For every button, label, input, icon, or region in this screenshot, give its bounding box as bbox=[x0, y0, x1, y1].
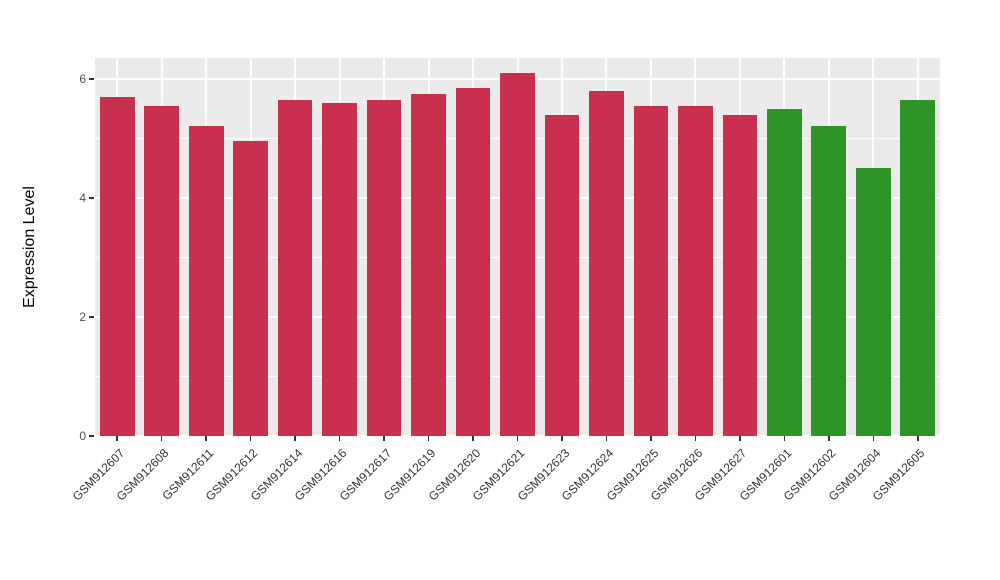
x-tick-mark bbox=[605, 436, 608, 441]
bar bbox=[900, 99, 936, 436]
y-tick-mark bbox=[89, 78, 94, 80]
x-tick-mark bbox=[427, 436, 430, 441]
x-tick-mark bbox=[650, 436, 652, 441]
plot-panel bbox=[95, 58, 940, 436]
x-tick-mark bbox=[516, 436, 519, 441]
x-tick-mark bbox=[872, 436, 875, 441]
x-tick-mark bbox=[160, 436, 163, 441]
y-tick-mark bbox=[89, 316, 94, 318]
bar bbox=[99, 96, 135, 436]
y-tick-label: 4 bbox=[79, 190, 86, 205]
x-tick-mark bbox=[249, 436, 252, 441]
x-tick-mark bbox=[205, 436, 207, 441]
x-tick-mark bbox=[116, 436, 118, 441]
bar bbox=[233, 141, 268, 436]
x-tick-mark bbox=[828, 436, 830, 441]
y-tick-label: 0 bbox=[79, 429, 86, 443]
x-tick-mark bbox=[338, 436, 341, 441]
bar bbox=[544, 114, 580, 436]
bar bbox=[589, 90, 624, 436]
bar bbox=[188, 126, 224, 436]
bar bbox=[500, 72, 535, 436]
bar bbox=[366, 99, 402, 436]
x-tick-mark bbox=[472, 436, 474, 441]
bar bbox=[277, 99, 313, 436]
bar bbox=[322, 102, 357, 436]
y-tick-mark bbox=[89, 435, 94, 437]
y-tick-mark bbox=[89, 197, 94, 199]
bar bbox=[811, 126, 847, 436]
bar bbox=[411, 93, 446, 436]
bar bbox=[144, 105, 180, 436]
x-tick-mark bbox=[294, 436, 296, 441]
bar bbox=[722, 114, 758, 436]
bar bbox=[766, 108, 802, 436]
bar bbox=[455, 87, 491, 436]
x-tick-mark bbox=[917, 436, 919, 441]
bar bbox=[855, 168, 891, 436]
bar bbox=[633, 105, 669, 436]
x-tick-mark bbox=[561, 436, 563, 441]
y-tick-label: 6 bbox=[79, 71, 86, 86]
x-tick-mark bbox=[694, 436, 697, 441]
y-tick-label: 2 bbox=[79, 309, 86, 324]
x-tick-mark bbox=[783, 436, 786, 441]
x-tick-mark bbox=[383, 436, 385, 441]
x-tick-mark bbox=[739, 436, 741, 441]
bar bbox=[678, 105, 713, 436]
